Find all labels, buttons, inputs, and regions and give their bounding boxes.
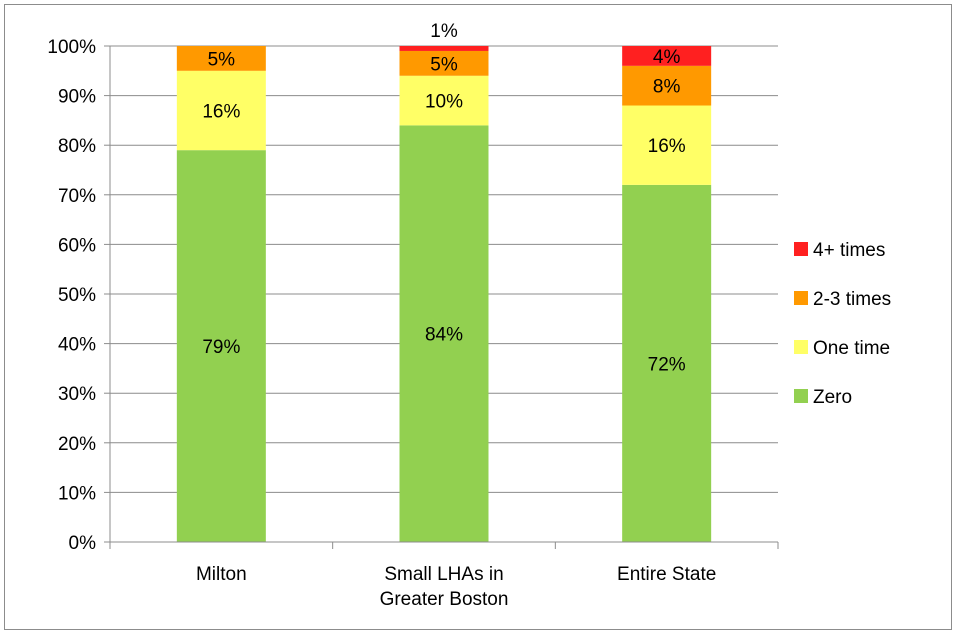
legend-swatch	[794, 340, 808, 354]
y-tick-label: 90%	[58, 87, 96, 108]
y-tick-label: 30%	[58, 384, 96, 405]
legend-label: 2-3 times	[813, 289, 891, 310]
y-tick-label: 20%	[58, 434, 96, 455]
bar-segment	[176, 150, 266, 542]
bar-segment	[176, 46, 266, 71]
data-label: 10%	[425, 92, 463, 113]
bar-segment	[622, 105, 712, 185]
data-label: 16%	[202, 101, 240, 122]
data-label: 5%	[208, 49, 236, 70]
y-tick-label: 40%	[58, 335, 96, 356]
data-label: 4%	[653, 47, 681, 68]
y-tick-label: 60%	[58, 235, 96, 256]
legend: 4+ times 2-3 times One time Zero	[794, 240, 891, 408]
legend-swatch	[794, 242, 808, 256]
y-tick-label: 0%	[69, 533, 97, 554]
bar-segment	[399, 50, 489, 76]
data-label: 5%	[430, 54, 458, 75]
data-label: 1%	[430, 21, 458, 42]
bars: 79% 16% 5% 84% 10% 5% 1% 72% 16% 8% 4%	[176, 21, 712, 543]
bar-segment	[176, 70, 266, 151]
legend-swatch	[794, 389, 808, 403]
x-tick-label-line: Small LHAs in	[384, 564, 503, 585]
y-tick-label: 80%	[58, 136, 96, 157]
legend-swatch	[794, 291, 808, 305]
data-label: 84%	[425, 325, 463, 346]
data-label: 8%	[653, 77, 681, 98]
axes: 0% 10% 20% 30% 40% 50% 60% 70% 80% 90% 100% Milton S…	[47, 37, 779, 610]
x-tick-label: Small LHAs in Greater Boston	[380, 564, 509, 610]
bar-segment	[622, 46, 712, 66]
bar-segment	[399, 75, 489, 126]
x-tick-label: Entire State	[617, 564, 716, 585]
data-label: 16%	[648, 136, 686, 157]
legend-label: 4+ times	[813, 240, 885, 261]
x-tick-label-line: Milton	[196, 564, 247, 585]
x-tick-label-line: Greater Boston	[380, 589, 509, 610]
y-tick-label: 10%	[58, 483, 96, 504]
y-tick-label: 50%	[58, 285, 96, 306]
bar-segment	[399, 125, 489, 543]
x-tick-label-line: Entire State	[617, 564, 716, 585]
y-tick-label: 100%	[47, 37, 96, 58]
y-tick-label: 70%	[58, 186, 96, 207]
bar-segment	[399, 46, 489, 51]
legend-label: Zero	[813, 387, 852, 408]
data-label: 72%	[648, 354, 686, 375]
data-label: 79%	[202, 337, 240, 358]
legend-label: One time	[813, 338, 890, 359]
bar-segment	[622, 184, 712, 542]
bar-segment	[622, 65, 712, 106]
x-tick-label: Milton	[196, 564, 247, 585]
